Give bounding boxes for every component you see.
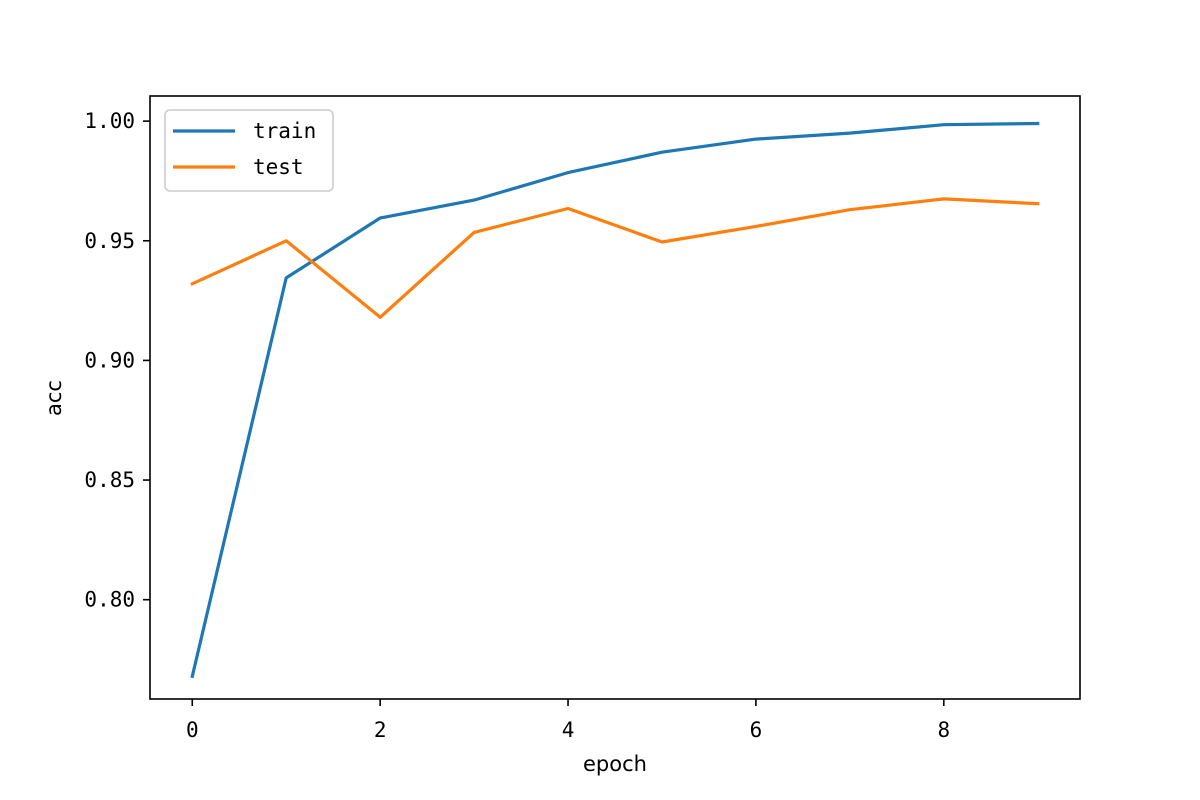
- y-tick-label: 0.85: [84, 468, 135, 492]
- y-tick-label: 0.80: [84, 588, 135, 612]
- series-layer: [190, 121, 1040, 679]
- x-tick-label: 2: [374, 718, 387, 742]
- plot-frame: [149, 95, 1081, 700]
- x-axis-label: epoch: [583, 752, 647, 776]
- series-line-train: [190, 121, 1040, 679]
- y-tick-label: 0.95: [84, 229, 135, 253]
- x-axis-ticks: 0 2 4 6 8: [186, 699, 950, 742]
- y-tick-label: 0.90: [84, 348, 135, 372]
- y-axis-ticks: 0.80 0.85 0.90 0.95 1.00: [84, 109, 150, 612]
- legend: train test: [164, 109, 334, 192]
- plot-area: [150, 96, 1080, 699]
- x-tick-label: 0: [186, 718, 199, 742]
- x-tick-label: 4: [562, 718, 575, 742]
- y-axis-label: acc: [42, 380, 66, 416]
- x-tick-label: 8: [937, 718, 950, 742]
- y-tick-label: 1.00: [84, 109, 135, 133]
- series-line-test: [190, 197, 1040, 319]
- legend-label-train: train: [253, 119, 316, 143]
- legend-label-test: test: [253, 155, 304, 179]
- x-tick-label: 6: [750, 718, 763, 742]
